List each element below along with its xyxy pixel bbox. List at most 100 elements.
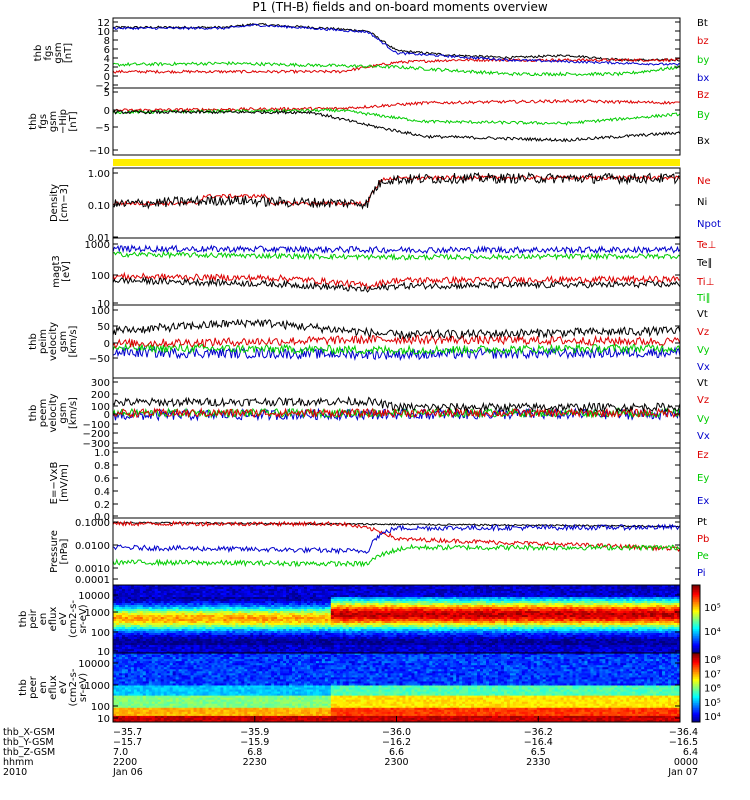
y-axis-label: E=−VxB [mV/m] — [49, 462, 70, 505]
x-axis-tick-value: 2300 — [384, 757, 408, 768]
legend-entry: Vz — [697, 395, 709, 406]
y-tick-label: 100 — [91, 402, 110, 413]
x-axis-tick-value: 2230 — [243, 757, 267, 768]
y-label-line: Pressure — [49, 530, 60, 573]
spectrogram-peer — [113, 653, 681, 723]
panel-velocity1: 100 50 0 −50 thb peim velocity gsm [km/s] Vt Vz Vy V… — [28, 304, 710, 379]
x-axis-row-label: hhmm — [3, 757, 34, 768]
y-axis-label: thb peer en eflux eV (cm2-s-sr-eV) — [18, 668, 89, 706]
series-line-By — [112, 108, 681, 126]
panel-fgs-sm: 5 0 −5 −10 thb fgs gsm −Hip [nT] Bz By Bx — [28, 87, 710, 157]
y-label-line: [nPa] — [59, 538, 70, 564]
colorbar-peir: 10⁵ 10⁴ — [691, 584, 721, 654]
y-label-line: fgs — [43, 45, 54, 60]
y-tick-label: 0.6 — [94, 474, 110, 485]
panel-efield: 1.0 0.8 0.6 0.4 0.20.0 E=−VxB [mV/m] Ez Ey Ex — [49, 447, 709, 523]
y-label-line: [cm−3] — [59, 184, 70, 222]
y-tick-label: 10 — [97, 299, 110, 310]
y-label-line: sr-eV) — [78, 673, 89, 702]
y-tick-label: −300 — [83, 439, 110, 450]
y-tick-label: −200 — [83, 429, 110, 440]
spectrogram-peir — [113, 585, 681, 654]
y-label-line: [km/s] — [68, 397, 79, 429]
y-axis-label: thb peem velocity gsm [km/s] — [28, 393, 79, 432]
x-axis-tick-value: −16.2 — [382, 737, 411, 748]
y-tick-label: 10000 — [78, 659, 110, 670]
series-line-Pi — [112, 523, 681, 555]
y-tick-label: 0.10 — [88, 201, 110, 212]
legend-entry: Ey — [697, 473, 709, 484]
series-line-Vz — [112, 407, 681, 419]
y-axis-label: thb fgs gsm [nT] — [33, 42, 74, 63]
y-tick-label: 100 — [91, 628, 110, 639]
page-title: P1 (TH-B) fields and on-board moments ov… — [252, 0, 548, 14]
y-tick-label: 50 — [97, 322, 110, 333]
y-label-line: eV — [58, 681, 69, 694]
y-tick-label: −5 — [95, 123, 110, 134]
panel-peir: 10⁵ 10⁴ 10000 1000 100 10 thb peir en eflux eV (cm2… — [18, 584, 721, 658]
y-tick-label: 1.00 — [88, 169, 110, 180]
x-axis-row-label: thb_Y-GSM — [3, 737, 54, 748]
series-line-Pb — [112, 520, 681, 553]
y-label-line: velocity — [48, 393, 59, 432]
legend-entry: Ti∥ — [696, 293, 711, 304]
legend-entry: Pe — [697, 551, 709, 562]
y-label-line: thb — [33, 45, 44, 62]
legend-entry: Vy — [697, 414, 710, 425]
y-label-line: thb — [18, 611, 29, 628]
series-line-Ti∥ — [112, 250, 681, 261]
legend-entry: Te⊥ — [696, 240, 716, 251]
y-tick-label: 10 — [97, 714, 110, 725]
y-tick-label: 0 — [104, 106, 110, 117]
legend-entry: Vx — [697, 362, 710, 373]
y-tick-label: 0.1000 — [75, 518, 110, 529]
legend-entry: bz — [697, 36, 709, 47]
y-label-line: E=−VxB — [49, 462, 60, 505]
y-label-line: (cm2-s- — [68, 668, 79, 706]
series-line-Pt — [112, 521, 681, 528]
x-axis-tick-value: 6.6 — [389, 747, 404, 758]
series-line-Te∥ — [112, 276, 681, 293]
series-line-Pe — [112, 543, 681, 568]
series-line-Vt — [112, 318, 681, 340]
y-tick-label: 0.0001 — [75, 575, 110, 586]
y-tick-label: 4 — [104, 54, 110, 65]
y-tick-label: −100 — [83, 420, 110, 431]
y-label-line: [mV/m] — [59, 464, 70, 502]
y-tick-label: 0.2 — [94, 500, 110, 511]
x-axis-tick-value: −16.4 — [524, 737, 553, 748]
y-tick-label: 200 — [91, 390, 110, 401]
series-line-Te⊥ — [112, 271, 681, 290]
x-axis-tick-value: −36.2 — [524, 727, 553, 738]
y-label-line: (cm2-s- — [68, 600, 79, 638]
status-bar-yellow — [113, 159, 680, 166]
x-axis-tick-value: Jan 06 — [112, 767, 143, 778]
legend-entry: by — [697, 55, 709, 66]
x-axis-row-label: thb_Z-GSM — [3, 747, 55, 758]
x-axis-tick-value: 6.4 — [683, 747, 698, 758]
series-line-Ni — [112, 171, 681, 210]
y-axis-label: thb peim velocity gsm [km/s] — [28, 322, 79, 361]
panel-frame — [112, 447, 681, 519]
x-axis-tick-value: Jan 07 — [667, 767, 698, 778]
series-line-Bx — [112, 109, 681, 143]
y-label-line: [nT] — [68, 111, 79, 131]
y-tick-label: 6 — [104, 45, 110, 56]
series-line-Vx — [112, 407, 681, 422]
y-label-line: [nT] — [63, 43, 74, 63]
colorbar-tick-label: 10⁶ — [704, 684, 721, 695]
y-tick-label: −10 — [89, 146, 110, 157]
panel-density: 1.00 0.10 0.01 Density [cm−3] Ne Ni Npot — [49, 167, 721, 244]
x-axis-tick-value: −15.7 — [113, 737, 142, 748]
y-label-line: peir — [28, 608, 39, 628]
y-tick-label: 0.4 — [94, 487, 110, 498]
y-tick-label: 0.0 — [94, 512, 110, 523]
legend-entry: Pi — [697, 568, 706, 579]
x-axis-tick-value: −36.4 — [669, 727, 698, 738]
y-label-line: Density — [49, 184, 60, 222]
series-line-by — [112, 60, 681, 77]
series-line-Vx — [112, 346, 681, 362]
